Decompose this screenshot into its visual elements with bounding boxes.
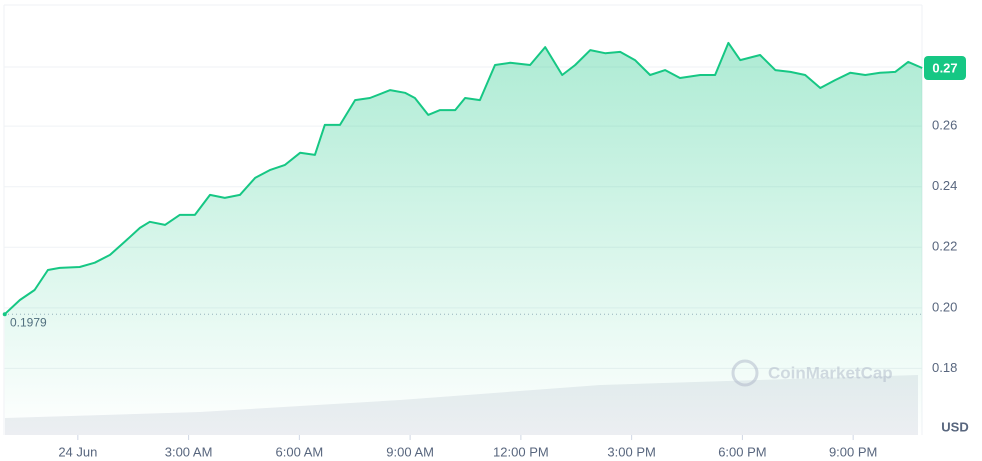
y-tick-label: 0.20 [932, 299, 957, 314]
price-line [4, 41, 923, 315]
x-tick-label: 24 Jun [58, 444, 97, 459]
last-price-badge [924, 55, 966, 80]
price-area [4, 42, 923, 436]
y-tick-label: 0.22 [932, 239, 957, 254]
x-tick-label: 3:00 AM [165, 444, 213, 459]
y-tick-label: 0.24 [932, 178, 957, 193]
x-tick-label: 6:00 AM [276, 444, 324, 459]
x-tick-label: 9:00 PM [829, 444, 877, 459]
watermark: CoinMarketCap [731, 359, 893, 387]
y-tick-label: 0.26 [932, 118, 957, 133]
x-tick-label: 3:00 PM [607, 444, 655, 459]
x-tick-label: 9:00 AM [386, 444, 434, 459]
start-dot [2, 312, 7, 317]
y-unit: USD [941, 419, 968, 434]
y-tick-label: 0.18 [932, 360, 957, 375]
watermark-text: CoinMarketCap [768, 363, 893, 382]
last-price-label: 0.27 [932, 60, 957, 75]
x-tick-label: 12:00 PM [493, 444, 549, 459]
x-tick-label: 6:00 PM [718, 444, 766, 459]
marks: 0.18 0.20 0.22 0.24 0.26 24 Jun 3:00 AM 6:00 AM… [2, 41, 966, 459]
